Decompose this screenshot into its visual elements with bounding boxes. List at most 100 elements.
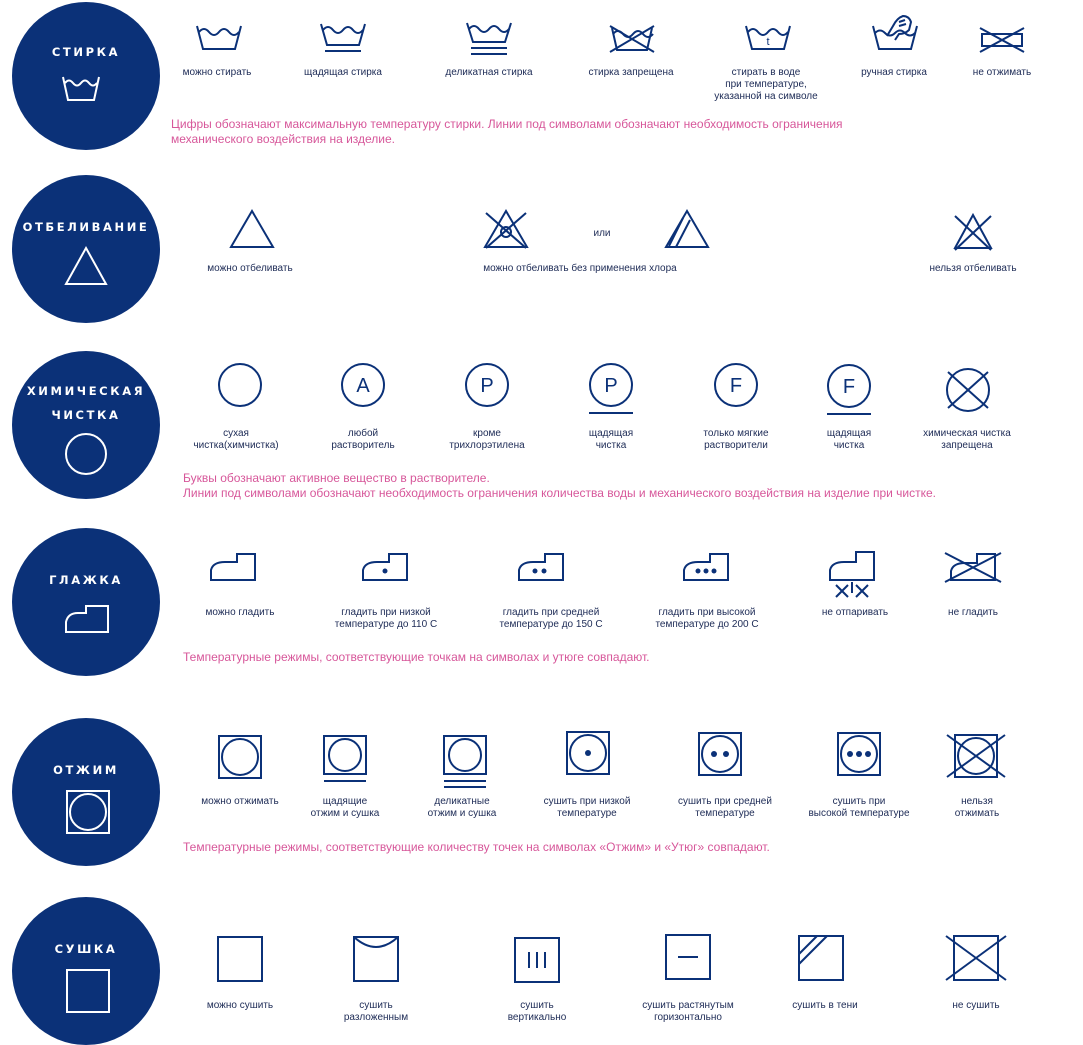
square-vertical-icon bbox=[514, 937, 560, 983]
svg-text:A: A bbox=[356, 375, 370, 397]
circle-icon bbox=[218, 363, 262, 407]
washtub-delicate-icon bbox=[466, 22, 512, 55]
dry-clean-label: химическая чистка запрещена bbox=[923, 428, 1011, 451]
spin-section-badge: ОТЖИМ bbox=[12, 718, 160, 866]
washtub-gentle-icon bbox=[320, 23, 366, 52]
bleach-section-title: ОТБЕЛИВАНИЕ bbox=[22, 220, 150, 234]
dry-clean-section-badge: ХИМИЧЕСКАЯ ЧИСТКА bbox=[12, 351, 160, 499]
triangle-crossed-circle-icon bbox=[483, 209, 529, 249]
wash-label: стирка запрещена bbox=[588, 67, 674, 78]
washtub-hand-icon bbox=[872, 14, 918, 50]
spin-label: сушить при высокой температуре bbox=[808, 796, 910, 819]
tumble-crossed-icon bbox=[946, 734, 1006, 778]
wash-label: можно стирать bbox=[182, 67, 252, 78]
iron-label: гладить при высокой температуре до 200 С bbox=[655, 607, 759, 630]
dry-section-badge: СУШКА bbox=[12, 897, 160, 1045]
dry-label: сушить в тени bbox=[792, 1000, 858, 1011]
square-crossed-icon bbox=[945, 935, 1007, 981]
spin-label: нельзя отжимать bbox=[954, 796, 1000, 819]
spin-label: можно отжимать bbox=[201, 796, 279, 807]
iron-note: Температурные режимы, соответствующие то… bbox=[183, 650, 650, 664]
square-horizontal-icon bbox=[665, 934, 711, 980]
spin-label: сушить при средней температуре bbox=[678, 796, 772, 819]
dry-label: сушить разложенным bbox=[343, 1000, 409, 1023]
iron-no-steam-icon bbox=[829, 551, 875, 598]
circle-f-gentle-icon: F bbox=[827, 364, 871, 415]
tumble-one-dot-icon bbox=[566, 731, 610, 775]
dry-clean-label: только мягкие растворители bbox=[703, 428, 769, 451]
dry-clean-label: щадящая чистка bbox=[826, 428, 872, 451]
dry-label: сушить вертикально bbox=[507, 1000, 567, 1023]
svg-text:P: P bbox=[604, 375, 617, 397]
svg-text:F: F bbox=[843, 376, 855, 398]
tumble-two-dots-icon bbox=[698, 732, 742, 776]
spin-label: сушить при низкой температуре bbox=[543, 796, 631, 819]
circle-a-icon: A bbox=[341, 363, 385, 407]
dry-clean-label: кроме трихлорэтилена bbox=[449, 428, 525, 451]
circle-crossed-icon bbox=[946, 368, 990, 412]
tumble-delicate-icon bbox=[443, 735, 487, 788]
spin-label: щадящие отжим и сушка bbox=[310, 796, 380, 819]
dry-label: можно сушить bbox=[206, 1000, 274, 1011]
circle-p-gentle-icon: P bbox=[589, 363, 633, 414]
tumble-icon bbox=[218, 735, 262, 779]
iron-label: гладить при низкой температуре до 110 С bbox=[334, 607, 438, 630]
bleach-label: можно отбеливать bbox=[207, 263, 293, 274]
svg-text:t: t bbox=[766, 36, 769, 48]
iron-icon bbox=[65, 605, 109, 633]
iron-two-dots-icon bbox=[518, 553, 564, 581]
wash-label: стирать в воде при температуре, указанно… bbox=[714, 67, 818, 102]
wash-note: Цифры обозначают максимальную температур… bbox=[171, 117, 843, 146]
svg-text:F: F bbox=[730, 375, 742, 397]
dry-clean-note: Буквы обозначают активное вещество в рас… bbox=[183, 471, 936, 500]
tumble-gentle-icon bbox=[323, 735, 367, 782]
iron-one-dot-icon bbox=[362, 553, 408, 581]
bleach-label: нельзя отбеливать bbox=[929, 263, 1017, 274]
bleach-or-label: или bbox=[593, 228, 611, 239]
iron-label: не гладить bbox=[948, 607, 998, 618]
wash-label: не отжимать bbox=[972, 67, 1032, 78]
iron-label: можно гладить bbox=[205, 607, 275, 618]
circle-f-icon: F bbox=[714, 363, 758, 407]
washtub-crossed-icon bbox=[609, 25, 655, 53]
iron-label: не отпаривать bbox=[821, 607, 889, 618]
wash-label: ручная стирка bbox=[861, 67, 927, 78]
washtub-temperature-icon: t bbox=[745, 25, 791, 50]
wash-section-title: СТИРКА bbox=[51, 45, 121, 59]
dry-label: сушить растянутым горизонтально bbox=[642, 1000, 734, 1023]
iron-section-badge: ГЛАЖКА bbox=[12, 528, 160, 676]
triangle-icon bbox=[64, 245, 108, 285]
bleach-section-badge: ОТБЕЛИВАНИЕ bbox=[12, 175, 160, 323]
spin-note: Температурные режимы, соответствующие ко… bbox=[183, 840, 770, 854]
iron-three-dots-icon bbox=[683, 553, 729, 581]
iron-label: гладить при средней температуре до 150 С bbox=[499, 607, 603, 630]
wring-crossed-icon bbox=[979, 27, 1025, 53]
dry-clean-section-title: ХИМИЧЕСКАЯ ЧИСТКА bbox=[26, 384, 146, 422]
dry-clean-label: любой растворитель bbox=[331, 428, 395, 451]
dry-clean-label: щадящая чистка bbox=[588, 428, 634, 451]
bleach-label: можно отбеливать без применения хлора bbox=[483, 263, 677, 274]
square-flat-icon bbox=[353, 936, 399, 982]
iron-section-title: ГЛАЖКА bbox=[49, 573, 123, 587]
circle-icon bbox=[65, 433, 107, 475]
triangle-crossed-icon bbox=[953, 212, 993, 251]
dry-section-title: СУШКА bbox=[54, 942, 118, 956]
triangle-hatched-icon bbox=[664, 209, 710, 248]
square-icon bbox=[217, 936, 263, 982]
wash-section-badge: СТИРКА bbox=[12, 2, 160, 150]
dry-label: не сушить bbox=[952, 1000, 1000, 1011]
square-shade-icon bbox=[798, 935, 844, 981]
washtub-icon bbox=[196, 25, 242, 50]
tumble-icon bbox=[66, 790, 110, 834]
iron-icon bbox=[210, 553, 256, 581]
tumble-three-dots-icon bbox=[837, 732, 881, 776]
triangle-icon bbox=[229, 209, 275, 248]
spin-section-title: ОТЖИМ bbox=[53, 763, 119, 777]
square-icon bbox=[66, 969, 110, 1013]
wash-label: деликатная стирка bbox=[445, 67, 533, 78]
circle-p-icon: P bbox=[465, 363, 509, 407]
iron-crossed-icon bbox=[944, 552, 1002, 583]
spin-label: деликатные отжим и сушка bbox=[427, 796, 497, 819]
dry-clean-label: сухая чистка(химчистка) bbox=[193, 428, 279, 451]
washtub-icon bbox=[62, 76, 100, 101]
